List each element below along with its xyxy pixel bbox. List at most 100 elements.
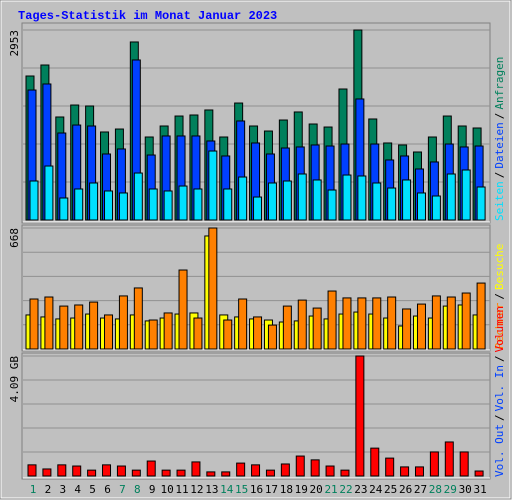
- bar: [253, 196, 263, 221]
- legend-entry: Rechner: [493, 302, 506, 349]
- x-tick-label: 17: [265, 483, 278, 496]
- x-tick-label: 29: [444, 483, 457, 496]
- bar: [42, 468, 52, 477]
- x-tick-label: 18: [280, 483, 293, 496]
- legend-separator: /: [493, 113, 506, 120]
- x-tick-label: 2: [45, 483, 52, 496]
- bar: [297, 173, 307, 221]
- bar: [116, 465, 126, 477]
- legend-entry: Seiten: [493, 181, 506, 221]
- bar: [416, 192, 426, 221]
- x-tick-label: 25: [384, 483, 397, 496]
- plot-area: [21, 352, 491, 480]
- bar: [133, 287, 143, 350]
- bar: [27, 464, 37, 477]
- bar: [133, 172, 143, 221]
- bar: [444, 441, 454, 477]
- bar: [161, 469, 171, 477]
- bar: [74, 188, 84, 221]
- bar: [265, 469, 275, 477]
- bar: [87, 469, 97, 477]
- bar: [102, 464, 112, 477]
- bar: [340, 469, 350, 477]
- x-tick-label: 27: [414, 483, 427, 496]
- bar: [59, 197, 69, 221]
- bar: [118, 192, 128, 221]
- bar: [146, 460, 156, 477]
- bar: [414, 466, 424, 477]
- x-tick-label: 15: [235, 483, 248, 496]
- bar: [223, 319, 233, 350]
- legend-separator: /: [493, 414, 506, 421]
- bar: [193, 188, 203, 221]
- bar: [208, 150, 218, 221]
- bar: [176, 469, 186, 477]
- bar: [461, 292, 471, 350]
- bar: [163, 312, 173, 350]
- bar: [416, 303, 426, 350]
- bar: [72, 465, 82, 477]
- bar: [163, 190, 173, 221]
- legend-entry: Volumen: [493, 306, 506, 352]
- legend-entry: Besuche: [493, 244, 506, 290]
- x-tick-label: 4: [74, 483, 81, 496]
- x-tick-label: 9: [149, 483, 156, 496]
- bar: [385, 457, 395, 477]
- x-tick-label: 14: [220, 483, 234, 496]
- bar: [238, 176, 248, 221]
- bar: [400, 466, 410, 477]
- bar: [312, 307, 322, 350]
- bar: [104, 190, 114, 221]
- bar: [238, 298, 248, 350]
- bar: [297, 299, 307, 350]
- legend-entry: Anfragen: [493, 57, 506, 110]
- x-tick-label: 3: [59, 483, 66, 496]
- bar: [459, 451, 469, 477]
- legend-entry: Vol. In: [493, 365, 506, 411]
- bar: [402, 308, 412, 350]
- x-tick-label: 16: [250, 483, 263, 496]
- bar: [251, 464, 261, 477]
- x-tick-label: 26: [399, 483, 412, 496]
- x-tick-label: 11: [175, 483, 188, 496]
- bar: [267, 182, 277, 221]
- bar: [342, 297, 352, 350]
- y-tick-label: 2953: [8, 30, 21, 57]
- bar: [372, 297, 382, 350]
- bar: [236, 462, 246, 477]
- x-tick-label: 19: [295, 483, 308, 496]
- bar: [370, 447, 380, 477]
- legend: Vol. Out / Vol. In / Volumen: [493, 306, 506, 477]
- bar: [253, 316, 263, 350]
- bar: [206, 471, 216, 477]
- bar: [89, 182, 99, 221]
- bar: [355, 355, 365, 477]
- bar: [431, 295, 441, 350]
- x-tick-label: 20: [310, 483, 323, 496]
- bar: [387, 296, 397, 350]
- bar: [310, 459, 320, 477]
- bar: [312, 179, 322, 221]
- bar: [29, 298, 39, 350]
- bar: [59, 305, 69, 350]
- x-tick-label: 30: [459, 483, 472, 496]
- chart-title: Tages-Statistik im Monat Januar 2023: [18, 9, 277, 23]
- x-tick-label: 7: [119, 483, 126, 496]
- bar: [474, 470, 484, 477]
- legend-separator: /: [493, 172, 506, 179]
- bar: [280, 463, 290, 477]
- bar: [223, 188, 233, 221]
- bar: [44, 165, 54, 221]
- legend-separator: /: [493, 355, 506, 362]
- bar: [148, 188, 158, 221]
- bar: [57, 464, 67, 477]
- bar: [178, 269, 188, 350]
- bar: [44, 296, 54, 350]
- bar: [327, 189, 337, 221]
- bar: [327, 290, 337, 350]
- bar: [208, 227, 218, 350]
- x-tick-label: 22: [339, 483, 352, 496]
- bar: [387, 187, 397, 221]
- bar: [431, 195, 441, 221]
